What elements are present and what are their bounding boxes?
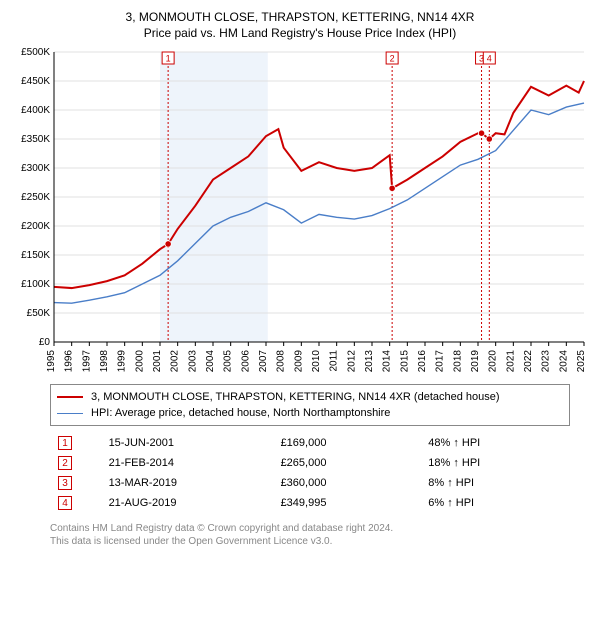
table-row: 2 21-FEB-2014£265,00018% ↑ HPI	[52, 454, 568, 472]
svg-text:2013: 2013	[364, 350, 375, 373]
legend-item: HPI: Average price, detached house, Nort…	[57, 405, 563, 421]
attribution-line-2: This data is licensed under the Open Gov…	[50, 535, 570, 548]
event-marker-icon: 4	[58, 496, 72, 510]
svg-text:1998: 1998	[99, 350, 110, 373]
svg-text:2022: 2022	[523, 350, 534, 373]
svg-text:2007: 2007	[258, 350, 269, 373]
svg-text:2009: 2009	[293, 350, 304, 373]
svg-text:£200K: £200K	[21, 221, 50, 232]
event-pct: 48% ↑ HPI	[422, 434, 568, 452]
legend-label: 3, MONMOUTH CLOSE, THRAPSTON, KETTERING,…	[91, 391, 500, 403]
event-price: £360,000	[275, 474, 421, 492]
svg-text:1997: 1997	[81, 350, 92, 373]
legend-label: HPI: Average price, detached house, Nort…	[91, 407, 390, 419]
event-date: 13-MAR-2019	[103, 474, 273, 492]
svg-text:£450K: £450K	[21, 76, 50, 87]
event-marker-cell: 4	[52, 494, 101, 512]
svg-text:2011: 2011	[329, 350, 340, 372]
svg-text:2024: 2024	[558, 350, 569, 373]
svg-text:2002: 2002	[170, 350, 181, 373]
svg-text:2018: 2018	[452, 350, 463, 373]
svg-text:1996: 1996	[64, 350, 75, 373]
svg-text:£100K: £100K	[21, 279, 50, 290]
svg-text:2001: 2001	[152, 350, 163, 373]
events-table: 115-JUN-2001£169,00048% ↑ HPI221-FEB-201…	[50, 432, 570, 514]
table-row: 4 21-AUG-2019£349,9956% ↑ HPI	[52, 494, 568, 512]
event-marker-cell: 2	[52, 454, 101, 472]
legend-item: 3, MONMOUTH CLOSE, THRAPSTON, KETTERING,…	[57, 389, 563, 405]
table-row: 3 13-MAR-2019£360,0008% ↑ HPI	[52, 474, 568, 492]
svg-text:£350K: £350K	[21, 134, 50, 145]
svg-text:2015: 2015	[399, 350, 410, 373]
table-row: 1 15-JUN-2001£169,00048% ↑ HPI	[52, 434, 568, 452]
attribution-line-1: Contains HM Land Registry data © Crown c…	[50, 522, 570, 535]
event-price: £169,000	[275, 434, 421, 452]
event-marker-icon: 3	[58, 476, 72, 490]
event-price: £265,000	[275, 454, 421, 472]
attribution-text: Contains HM Land Registry data © Crown c…	[50, 522, 570, 548]
svg-text:£50K: £50K	[27, 308, 51, 319]
event-pct: 8% ↑ HPI	[422, 474, 568, 492]
svg-text:2003: 2003	[187, 350, 198, 373]
svg-text:2004: 2004	[205, 350, 216, 373]
svg-text:2021: 2021	[505, 350, 516, 373]
svg-text:4: 4	[487, 54, 492, 64]
svg-text:2019: 2019	[470, 350, 481, 373]
event-marker-icon: 2	[58, 456, 72, 470]
event-price: £349,995	[275, 494, 421, 512]
legend-swatch	[57, 413, 83, 414]
event-date: 21-FEB-2014	[103, 454, 273, 472]
title-line-1: 3, MONMOUTH CLOSE, THRAPSTON, KETTERING,…	[10, 10, 590, 24]
svg-text:2017: 2017	[435, 350, 446, 373]
svg-text:£300K: £300K	[21, 163, 50, 174]
event-date: 21-AUG-2019	[103, 494, 273, 512]
legend: 3, MONMOUTH CLOSE, THRAPSTON, KETTERING,…	[50, 384, 570, 426]
chart-title-block: 3, MONMOUTH CLOSE, THRAPSTON, KETTERING,…	[10, 10, 590, 40]
event-marker-cell: 3	[52, 474, 101, 492]
svg-text:£150K: £150K	[21, 250, 50, 261]
svg-text:2: 2	[390, 54, 395, 64]
svg-text:2025: 2025	[576, 350, 587, 373]
svg-text:2014: 2014	[382, 350, 393, 373]
svg-text:2023: 2023	[541, 350, 552, 373]
svg-text:2010: 2010	[311, 350, 322, 373]
svg-text:1999: 1999	[117, 350, 128, 373]
svg-text:1: 1	[166, 54, 171, 64]
legend-swatch	[57, 396, 83, 398]
svg-text:2012: 2012	[346, 350, 357, 373]
event-date: 15-JUN-2001	[103, 434, 273, 452]
svg-text:£500K: £500K	[21, 47, 50, 58]
svg-text:2006: 2006	[240, 350, 251, 373]
svg-text:2016: 2016	[417, 350, 428, 373]
svg-text:1995: 1995	[46, 350, 57, 373]
price-chart: £0 £50K £100K £150K £200K £250K £300K £350K £400…	[10, 46, 590, 376]
svg-text:£0: £0	[39, 337, 51, 348]
event-marker-cell: 1	[52, 434, 101, 452]
svg-text:£250K: £250K	[21, 192, 50, 203]
svg-text:2000: 2000	[134, 350, 145, 373]
svg-text:£400K: £400K	[21, 105, 50, 116]
svg-text:2020: 2020	[488, 350, 499, 373]
svg-text:2005: 2005	[223, 350, 234, 373]
event-pct: 6% ↑ HPI	[422, 494, 568, 512]
event-pct: 18% ↑ HPI	[422, 454, 568, 472]
svg-text:2008: 2008	[276, 350, 287, 373]
title-line-2: Price paid vs. HM Land Registry's House …	[10, 26, 590, 40]
event-marker-icon: 1	[58, 436, 72, 450]
